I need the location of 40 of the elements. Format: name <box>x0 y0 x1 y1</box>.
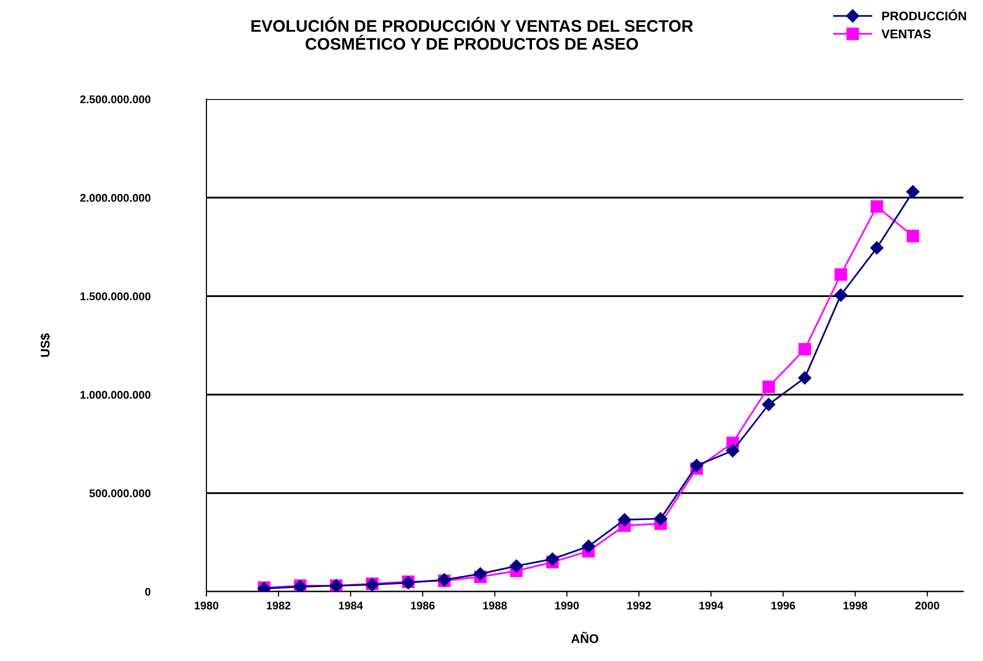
point <box>762 398 776 412</box>
chart-title: EVOLUCIÓN DE PRODUCCIÓN Y VENTAS DEL SECTOR COSMÉTICO Y DE PRODUCTOS DE ASEO <box>251 16 694 50</box>
x-tick-label: 1988 <box>483 602 507 610</box>
point <box>690 458 704 472</box>
x-tick-label: 2000 <box>915 602 940 610</box>
y-axis-title: US$ <box>40 333 50 357</box>
y-tick-label: 2.500.000.000 <box>80 95 150 104</box>
point <box>618 513 632 526</box>
point <box>762 380 775 393</box>
legend-label: VENTAS <box>882 29 931 38</box>
y-tick-label: 1.000.000.000 <box>80 390 150 399</box>
y-tick-label: 1.500.000.000 <box>80 292 150 300</box>
point <box>474 567 487 580</box>
x-tick-label: 1998 <box>844 602 868 610</box>
x-tick-label: 1990 <box>555 602 579 610</box>
y-tick-label: 2.000.000.000 <box>80 194 150 202</box>
point <box>870 200 884 213</box>
y-tick-label: 0 <box>145 588 150 596</box>
point <box>726 444 740 458</box>
point <box>834 288 848 302</box>
point <box>654 512 668 526</box>
point <box>510 559 523 573</box>
y-tick-label: 500.000.000 <box>89 489 150 498</box>
point <box>906 230 920 242</box>
x-tick-label: 1996 <box>771 602 796 610</box>
point <box>798 343 811 356</box>
x-tick-label: 1982 <box>266 602 290 610</box>
point <box>906 185 920 198</box>
point <box>546 552 560 566</box>
x-tick-label: 1980 <box>194 602 218 610</box>
legend-label: PRODUCCIÓN <box>882 9 966 20</box>
point <box>582 540 596 553</box>
x-tick-label: 1984 <box>338 602 363 610</box>
x-tick-label: 1992 <box>627 602 651 610</box>
x-axis-title: AÑO <box>571 632 598 644</box>
point <box>798 371 812 384</box>
point <box>870 241 884 254</box>
point <box>834 268 848 281</box>
x-tick-label: 1986 <box>411 602 435 610</box>
x-tick-label: 1994 <box>699 602 724 610</box>
